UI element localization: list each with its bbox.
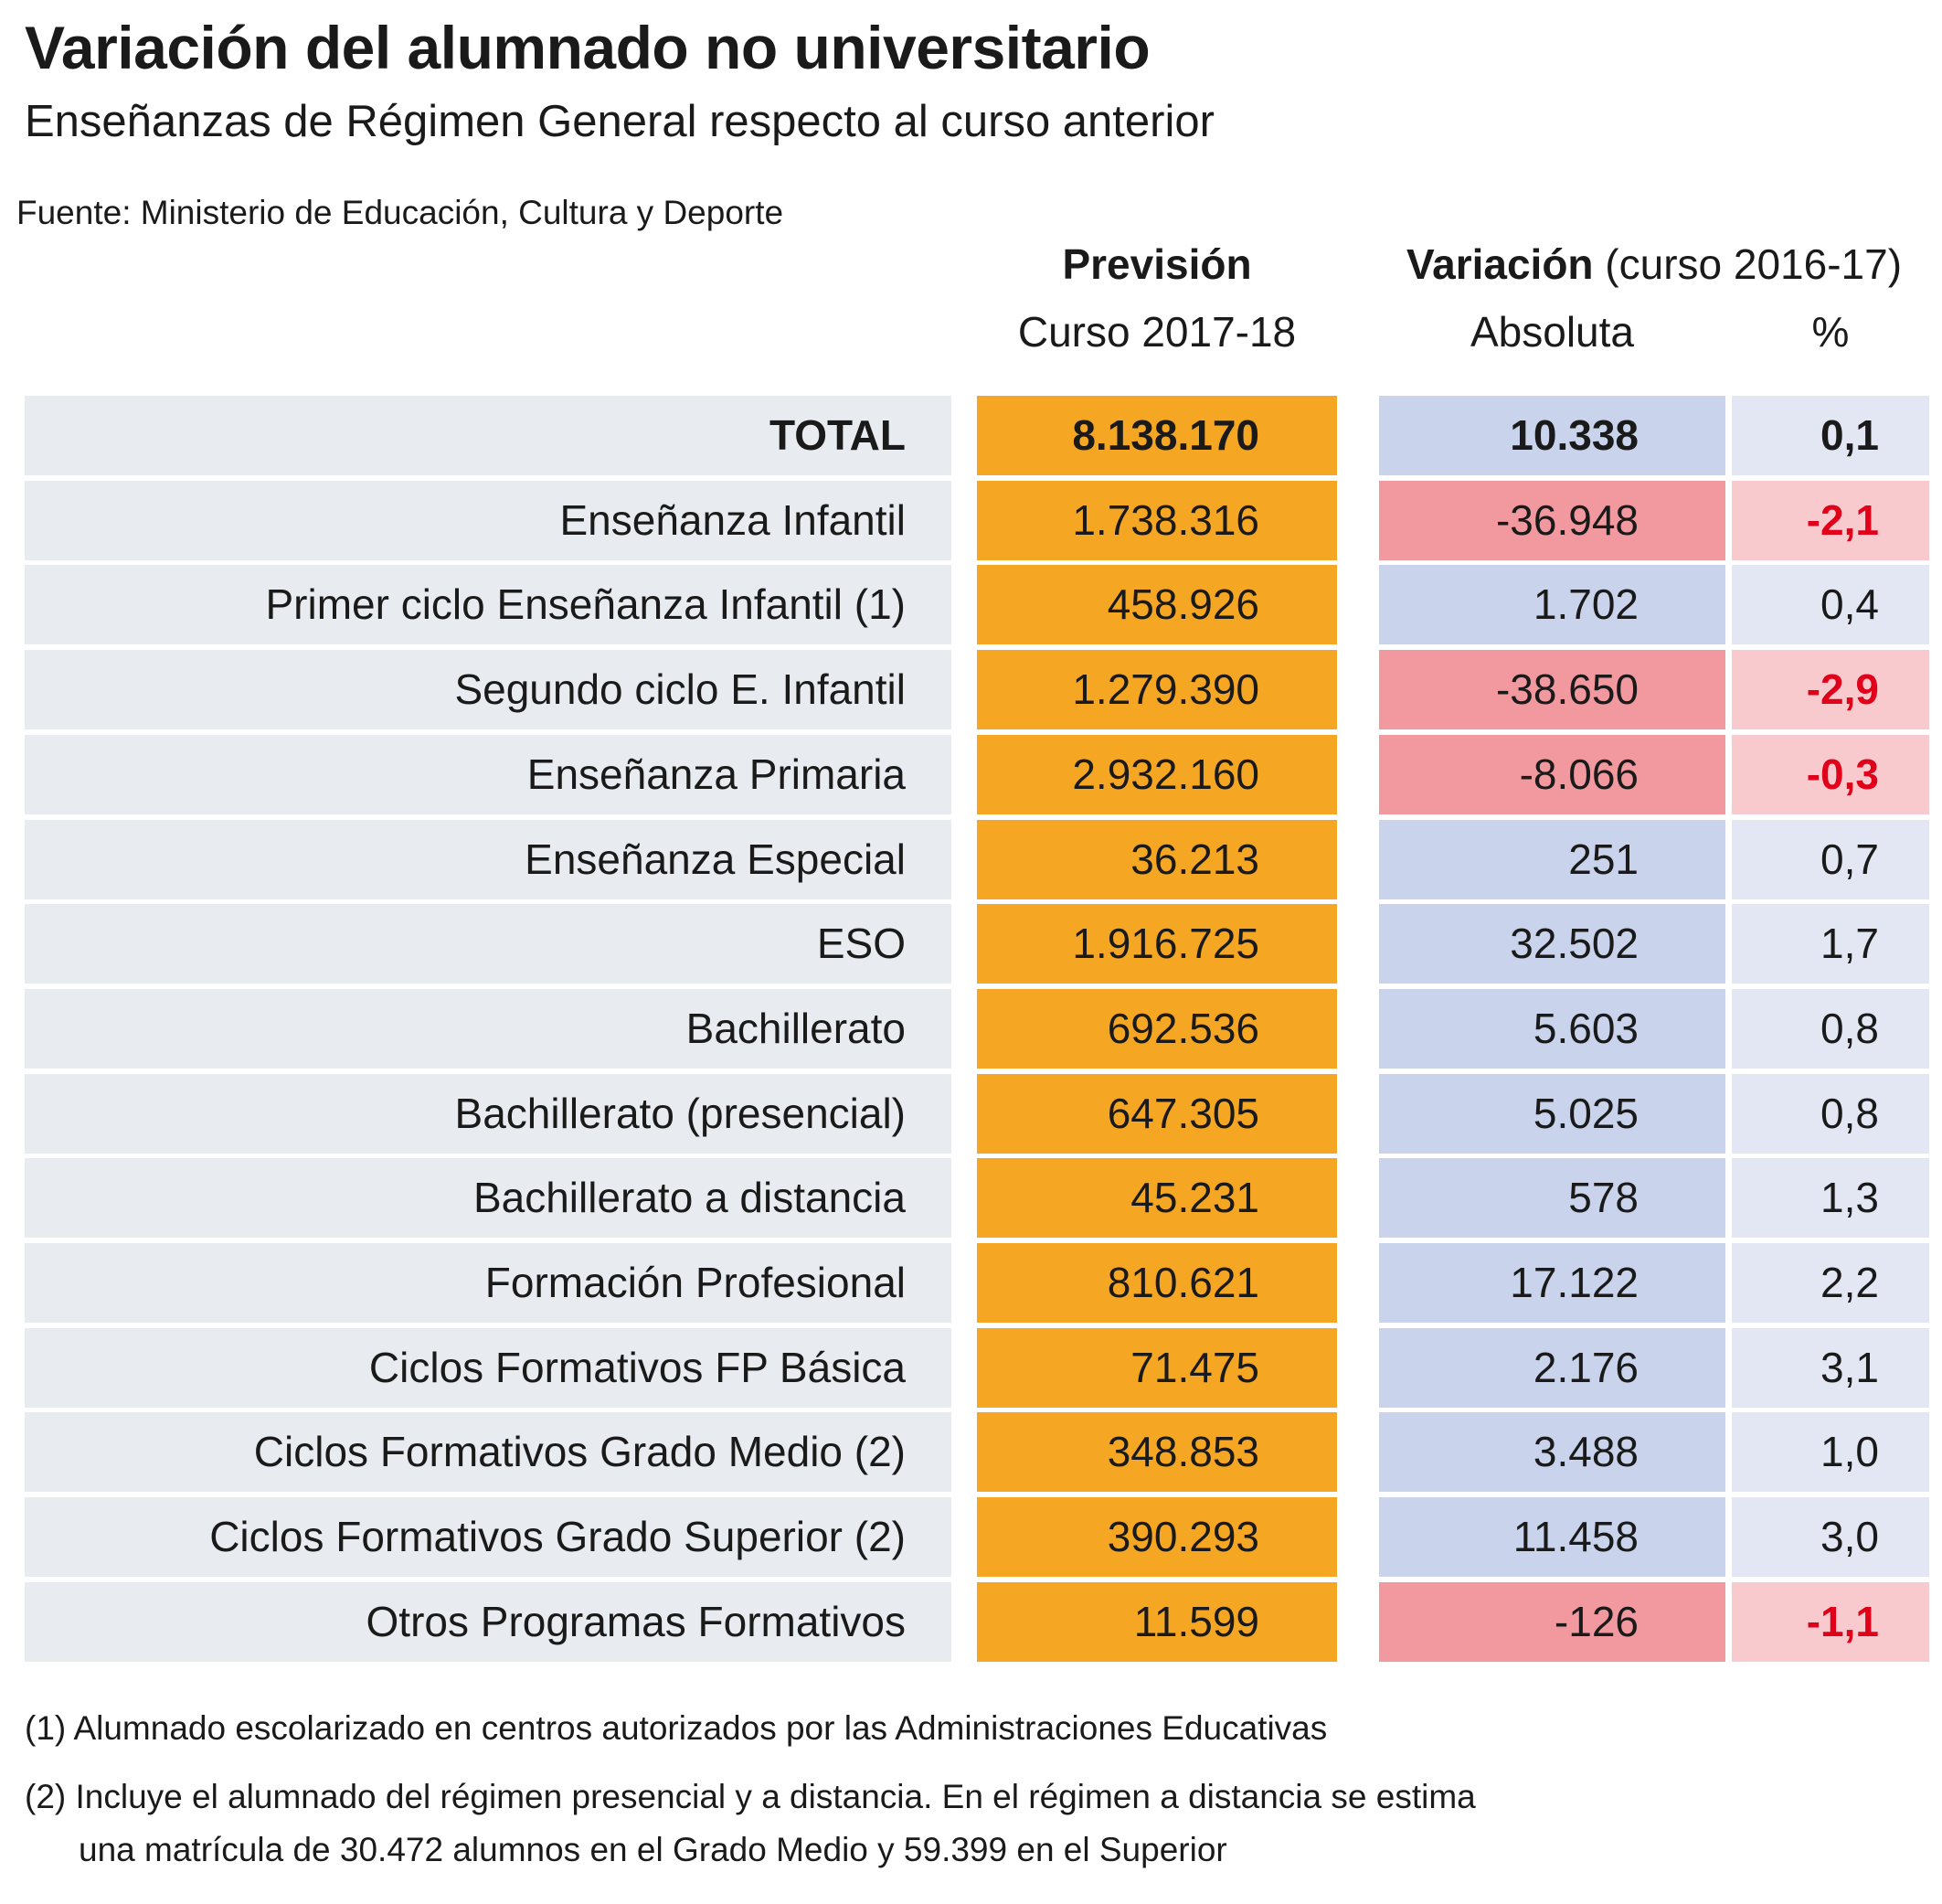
percent-variation: -0,3 [1732,734,1929,814]
prevision-value: 8.138.170 [977,396,1337,475]
prevision-value: 11.599 [977,1581,1337,1662]
absolute-variation: 11.458 [1379,1497,1725,1578]
absolute-variation: -126 [1379,1581,1725,1662]
header-variacion-rest: (curso 2016-17) [1593,240,1903,288]
absolute-variation: 10.338 [1379,396,1725,475]
row-label: Formación Profesional [25,1243,951,1323]
row-label: TOTAL [25,396,951,475]
table-row: Primer ciclo Enseñanza Infantil (1) 458.9… [0,565,1942,645]
percent-variation: 3,0 [1732,1497,1929,1578]
absolute-variation: 1.702 [1379,565,1725,645]
header-variacion-bold: Variación [1406,240,1594,288]
percent-variation: 0,7 [1732,819,1929,899]
row-label: Enseñanza Especial [25,819,951,899]
header-pct: % [1811,308,1850,356]
absolute-variation: 251 [1379,819,1725,899]
prevision-value: 647.305 [977,1073,1337,1154]
header-prevision-sub: Curso 2017-18 [1017,308,1297,356]
table-row: TOTAL 8.138.170 10.338 0,1 [0,396,1942,475]
table-row: Enseñanza Primaria 2.932.160 -8.066 -0,3 [0,734,1942,814]
footnote-2-cont: una matrícula de 30.472 alumnos en el Gr… [79,1831,1227,1868]
source-note: Fuente: Ministerio de Educación, Cultura… [16,194,784,231]
header-prevision: Previsión [1062,240,1252,288]
prevision-value: 390.293 [977,1497,1337,1578]
row-label: Enseñanza Infantil [25,480,951,560]
absolute-variation: 3.488 [1379,1412,1725,1493]
row-label: Bachillerato [25,988,951,1069]
absolute-variation: 5.603 [1379,988,1725,1069]
percent-variation: -1,1 [1732,1581,1929,1662]
row-label: Segundo ciclo E. Infantil [25,650,951,730]
page-subtitle: Enseñanzas de Régimen General respecto a… [25,97,1215,146]
table-row: Ciclos Formativos Grado Superior (2) 390.… [0,1497,1942,1578]
absolute-variation: -36.948 [1379,480,1725,560]
percent-variation: 3,1 [1732,1327,1929,1408]
table-row: Ciclos Formativos Grado Medio (2) 348.853… [0,1412,1942,1493]
row-label: Enseñanza Primaria [25,734,951,814]
prevision-value: 45.231 [977,1158,1337,1239]
footnote-2: (2) Incluye el alumnado del régimen pres… [25,1778,1476,1815]
percent-variation: 2,2 [1732,1243,1929,1323]
percent-variation: 1,7 [1732,904,1929,984]
row-label: Otros Programas Formativos [25,1581,951,1662]
prevision-value: 348.853 [977,1412,1337,1493]
absolute-variation: 2.176 [1379,1327,1725,1408]
absolute-variation: 5.025 [1379,1073,1725,1154]
table-row: Ciclos Formativos FP Básica 71.475 2.176 3,… [0,1327,1942,1408]
row-label: Bachillerato (presencial) [25,1073,951,1154]
percent-variation: 0,8 [1732,1073,1929,1154]
footnote-1: (1) Alumnado escolarizado en centros aut… [25,1709,1328,1747]
percent-variation: 0,1 [1732,396,1929,475]
percent-variation: 1,3 [1732,1158,1929,1239]
row-label: Primer ciclo Enseñanza Infantil (1) [25,565,951,645]
percent-variation: 0,8 [1732,988,1929,1069]
prevision-value: 36.213 [977,819,1337,899]
table-row: Otros Programas Formativos 11.599 -126 -1,1 [0,1581,1942,1662]
row-label: Ciclos Formativos Grado Superior (2) [25,1497,951,1578]
prevision-value: 810.621 [977,1243,1337,1323]
prevision-value: 1.916.725 [977,904,1337,984]
absolute-variation: 17.122 [1379,1243,1725,1323]
table-row: Enseñanza Infantil 1.738.316 -36.948 -2,1 [0,480,1942,560]
table-row: Segundo ciclo E. Infantil 1.279.390 -38.65… [0,650,1942,730]
table-row: Bachillerato a distancia 45.231 578 1,3 [0,1158,1942,1239]
percent-variation: -2,1 [1732,480,1929,560]
absolute-variation: 32.502 [1379,904,1725,984]
header-variacion: Variación (curso 2016-17) [1379,239,1929,289]
row-label: Ciclos Formativos FP Básica [25,1327,951,1408]
percent-variation: 0,4 [1732,565,1929,645]
prevision-value: 2.932.160 [977,734,1337,814]
table-row: ESO 1.916.725 32.502 1,7 [0,904,1942,984]
percent-variation: -2,9 [1732,650,1929,730]
table-row: Formación Profesional 810.621 17.122 2,2 [0,1243,1942,1323]
row-label: Ciclos Formativos Grado Medio (2) [25,1412,951,1493]
prevision-value: 71.475 [977,1327,1337,1408]
header-absoluta: Absoluta [1470,308,1634,356]
absolute-variation: -38.650 [1379,650,1725,730]
page-title: Variación del alumnado no universitario [25,14,1151,81]
table-row: Enseñanza Especial 36.213 251 0,7 [0,819,1942,899]
prevision-value: 458.926 [977,565,1337,645]
table-row: Bachillerato 692.536 5.603 0,8 [0,988,1942,1069]
row-label: Bachillerato a distancia [25,1158,951,1239]
absolute-variation: -8.066 [1379,734,1725,814]
percent-variation: 1,0 [1732,1412,1929,1493]
row-label: ESO [25,904,951,984]
prevision-value: 1.279.390 [977,650,1337,730]
table-row: Bachillerato (presencial) 647.305 5.025 0,8 [0,1073,1942,1154]
prevision-value: 692.536 [977,988,1337,1069]
absolute-variation: 578 [1379,1158,1725,1239]
prevision-value: 1.738.316 [977,480,1337,560]
